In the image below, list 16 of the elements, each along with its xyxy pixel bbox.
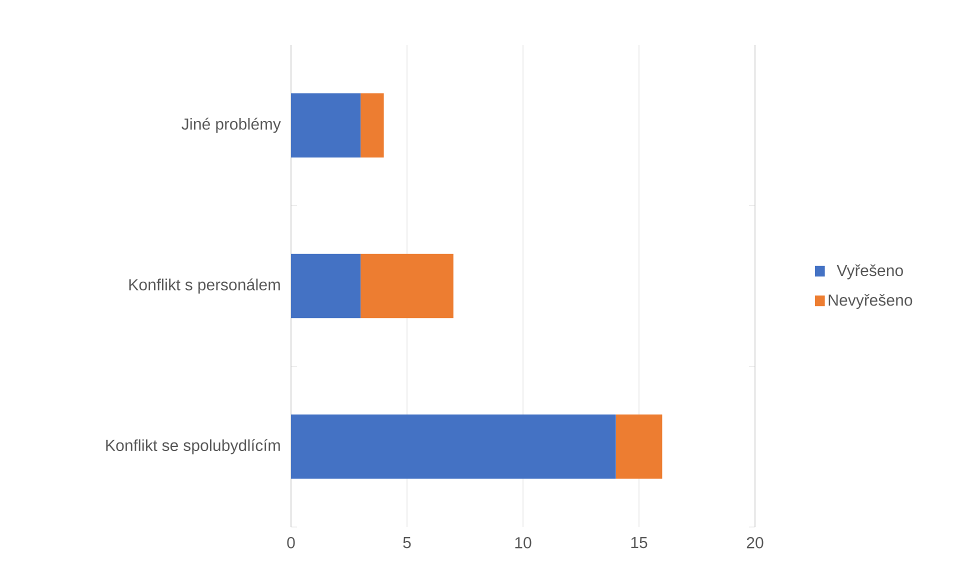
- y-tick-label: Konflikt s personálem: [129, 278, 280, 294]
- bar: [291, 414, 616, 479]
- x-tick-label: 20: [746, 537, 764, 548]
- x-tick-label: 10: [515, 537, 532, 548]
- legend-label: Nevyřešeno: [828, 294, 912, 309]
- bar: [360, 254, 454, 318]
- bar: [616, 414, 662, 479]
- legend-label: Vyřešeno: [836, 264, 903, 280]
- x-tick-label: 15: [631, 537, 648, 548]
- x-tick-label: 5: [403, 537, 411, 548]
- y-tick-label: Jiné problémy: [182, 118, 281, 133]
- x-tick-label: 0: [287, 537, 295, 548]
- bar: [291, 254, 361, 318]
- bar: [291, 93, 361, 158]
- bar: [360, 93, 384, 158]
- y-tick-label: Konflikt se spolubydlícím: [106, 439, 280, 454]
